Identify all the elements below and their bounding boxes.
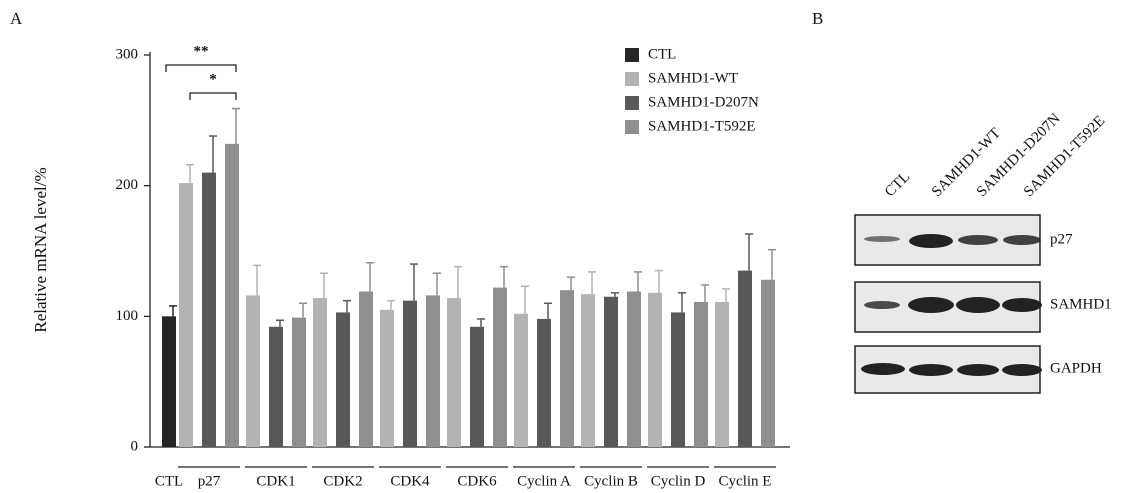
bar [246,295,260,447]
band [908,297,954,313]
legend-label: SAMHD1-WT [648,70,738,86]
legend-label: CTL [648,46,676,62]
annotation: ** [194,43,209,59]
band [861,363,905,375]
bar [581,294,595,447]
bar [514,314,528,447]
bar [225,144,239,447]
lane-label: CTL [882,169,913,200]
figure: A B Relative mRNA level/% CTL SAMHD1-WT … [0,0,1126,493]
bracket [166,65,236,72]
lane-label: SAMHD1-T592E [1021,113,1108,200]
band-label: SAMHD1 [1050,296,1112,312]
band [864,301,900,309]
y-tick-label: 0 [131,438,139,454]
band [957,364,999,376]
x-tick-label: Cyclin B [584,473,638,489]
blot: CTL SAMHD1-WT SAMHD1-D207N SAMHD1-T592E … [855,110,1112,393]
panel-label: A [10,9,23,28]
panel-label: B [812,9,823,28]
bar [313,298,327,447]
bar [470,327,484,447]
legend-label: SAMHD1-T592E [648,118,756,134]
bar [715,302,729,447]
bar [426,295,440,447]
bar [648,293,662,447]
band [909,234,953,248]
legend-label: SAMHD1-D207N [648,94,759,110]
annotation: * [209,71,217,87]
bar [403,301,417,447]
band-label: p27 [1050,231,1073,247]
lane-label: SAMHD1-D207N [974,110,1064,200]
legend-swatch [625,72,639,86]
x-tick-label: Cyclin A [517,473,571,489]
bar [359,292,373,447]
bar [604,297,618,447]
bar [493,288,507,447]
bar [447,298,461,447]
x-tick-label: CDK1 [256,473,295,489]
x-tick-label: CTL [155,473,183,489]
bar [179,183,193,447]
bar [738,271,752,447]
band [956,297,1000,313]
significance: ** * [166,43,236,100]
band [958,235,998,245]
band [1003,235,1041,245]
bar [336,312,350,447]
y-tick-label: 300 [116,46,139,62]
bar [560,290,574,447]
x-tick-label: CDK4 [390,473,430,489]
bar [292,318,306,447]
x-tick-label: p27 [198,473,221,489]
band [864,236,900,242]
y-tick-label: 200 [116,177,139,193]
bar [269,327,283,447]
band-label: GAPDH [1050,360,1102,376]
band [1002,364,1042,376]
y-axis-label: Relative mRNA level/% [31,167,50,332]
bar [761,280,775,447]
bar [162,316,176,447]
page: A B Relative mRNA level/% CTL SAMHD1-WT … [0,0,1126,493]
x-tick-label: Cyclin D [651,473,706,489]
band [909,364,953,376]
legend-swatch [625,96,639,110]
bar [627,292,641,447]
x-tick-label: CDK2 [323,473,362,489]
bar [202,173,216,447]
x-tick-label: CDK6 [457,473,497,489]
bar [380,310,394,447]
bracket [190,93,236,100]
bar [694,302,708,447]
legend-swatch [625,120,639,134]
x-tick-label: Cyclin E [719,473,772,489]
bar [671,312,685,447]
y-tick-label: 100 [116,308,139,324]
bar [537,319,551,447]
band [1002,298,1042,312]
legend-swatch [625,48,639,62]
